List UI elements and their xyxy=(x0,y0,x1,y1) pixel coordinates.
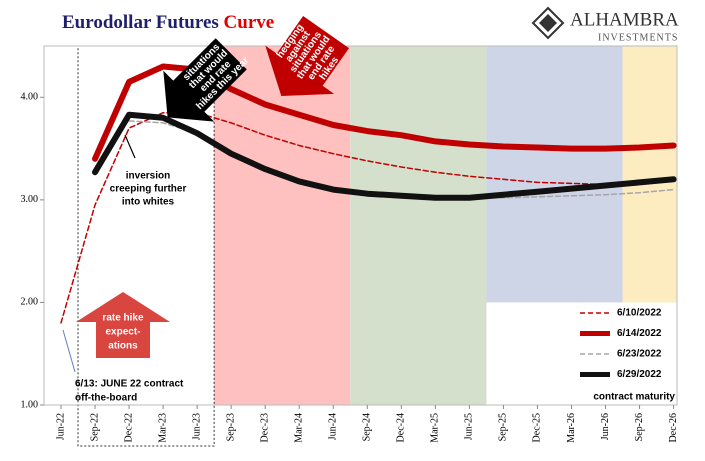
annotation-rate-hike: ations xyxy=(108,341,138,352)
inversion-pointer xyxy=(124,134,136,159)
logo-sub: INVESTMENTS xyxy=(598,32,678,43)
series-line xyxy=(92,111,677,201)
x-tick-label: Sep-22 xyxy=(89,413,100,441)
y-tick-label: 3.00 xyxy=(21,194,39,205)
y-tick-label: 2.00 xyxy=(21,297,39,308)
x-tick-label: Dec-23 xyxy=(259,413,270,442)
x-axis-label: contract maturity xyxy=(593,392,675,403)
logo-name: ALHAMBRA xyxy=(570,9,679,30)
x-tick-label: Jun-22 xyxy=(55,413,66,440)
annotation-contract: off-the-board xyxy=(75,393,137,404)
legend-label: 6/23/2022 xyxy=(617,349,662,360)
title-highlight: Curve xyxy=(224,12,275,33)
blue-region xyxy=(486,46,623,303)
annotation-rate-hike: rate hike xyxy=(102,313,144,324)
x-tick-label: Jun-24 xyxy=(328,413,339,440)
x-tick-label: Mar-26 xyxy=(566,413,577,443)
axes: 1.00 2.00 3.00 4.00 Jun-22 Sep-22 Dec-22 Mar-23… xyxy=(21,45,679,443)
x-tick-label: Jun-23 xyxy=(191,413,202,440)
x-tick-label: Dec-26 xyxy=(668,413,679,442)
annotation-contract: 6/13: JUNE 22 contract xyxy=(75,379,184,390)
x-tick-label: Sep-23 xyxy=(225,413,236,441)
chart-title: Eurodollar Futures Curve xyxy=(62,12,274,33)
legend-label: 6/14/2022 xyxy=(617,328,662,339)
annotation-inversion: inversion xyxy=(126,171,170,182)
x-tick-label: Mar-25 xyxy=(430,413,441,443)
x-tick-label: Sep-25 xyxy=(498,413,509,441)
x-tick-label: Sep-26 xyxy=(634,413,645,441)
contract-pointer xyxy=(62,329,76,373)
plot-border xyxy=(43,45,678,406)
yellow-region xyxy=(622,46,677,303)
shaded-regions xyxy=(77,45,677,447)
y-tick-label: 1.00 xyxy=(21,399,39,410)
x-tick-label: Dec-22 xyxy=(123,413,134,442)
green-region xyxy=(350,46,487,405)
arrow-shape xyxy=(265,16,349,96)
legend-label: 6/29/2022 xyxy=(617,369,662,380)
x-tick-label: Mar-24 xyxy=(294,413,305,443)
x-tick-label: Jun-26 xyxy=(600,413,611,440)
annotation-inversion: into whites xyxy=(122,197,175,208)
x-tick-label: Sep-24 xyxy=(362,413,373,441)
logo-icon-inner xyxy=(539,14,557,32)
y-tick-label: 4.00 xyxy=(21,92,39,103)
title-main: Eurodollar Futures xyxy=(62,12,219,33)
x-tick-label: Dec-25 xyxy=(532,413,543,442)
annotation-inversion: creeping further xyxy=(110,184,187,195)
x-tick-label: Dec-24 xyxy=(396,413,407,442)
logo: ALHAMBRA INVESTMENTS xyxy=(531,6,679,43)
x-tick-label: Jun-25 xyxy=(464,413,475,440)
arrow-shape xyxy=(163,38,247,122)
x-tick-label: Mar-23 xyxy=(157,413,168,443)
annotation-rate-hike: expect- xyxy=(105,327,140,338)
legend-label: 6/10/2022 xyxy=(617,308,662,319)
annotations: 6/10/2022 6/14/2022 6/23/2022 6/29/2022 cont… xyxy=(62,16,675,404)
rate-hike-arrow xyxy=(76,292,170,358)
logo-icon xyxy=(531,6,565,40)
pink-region xyxy=(214,46,351,405)
